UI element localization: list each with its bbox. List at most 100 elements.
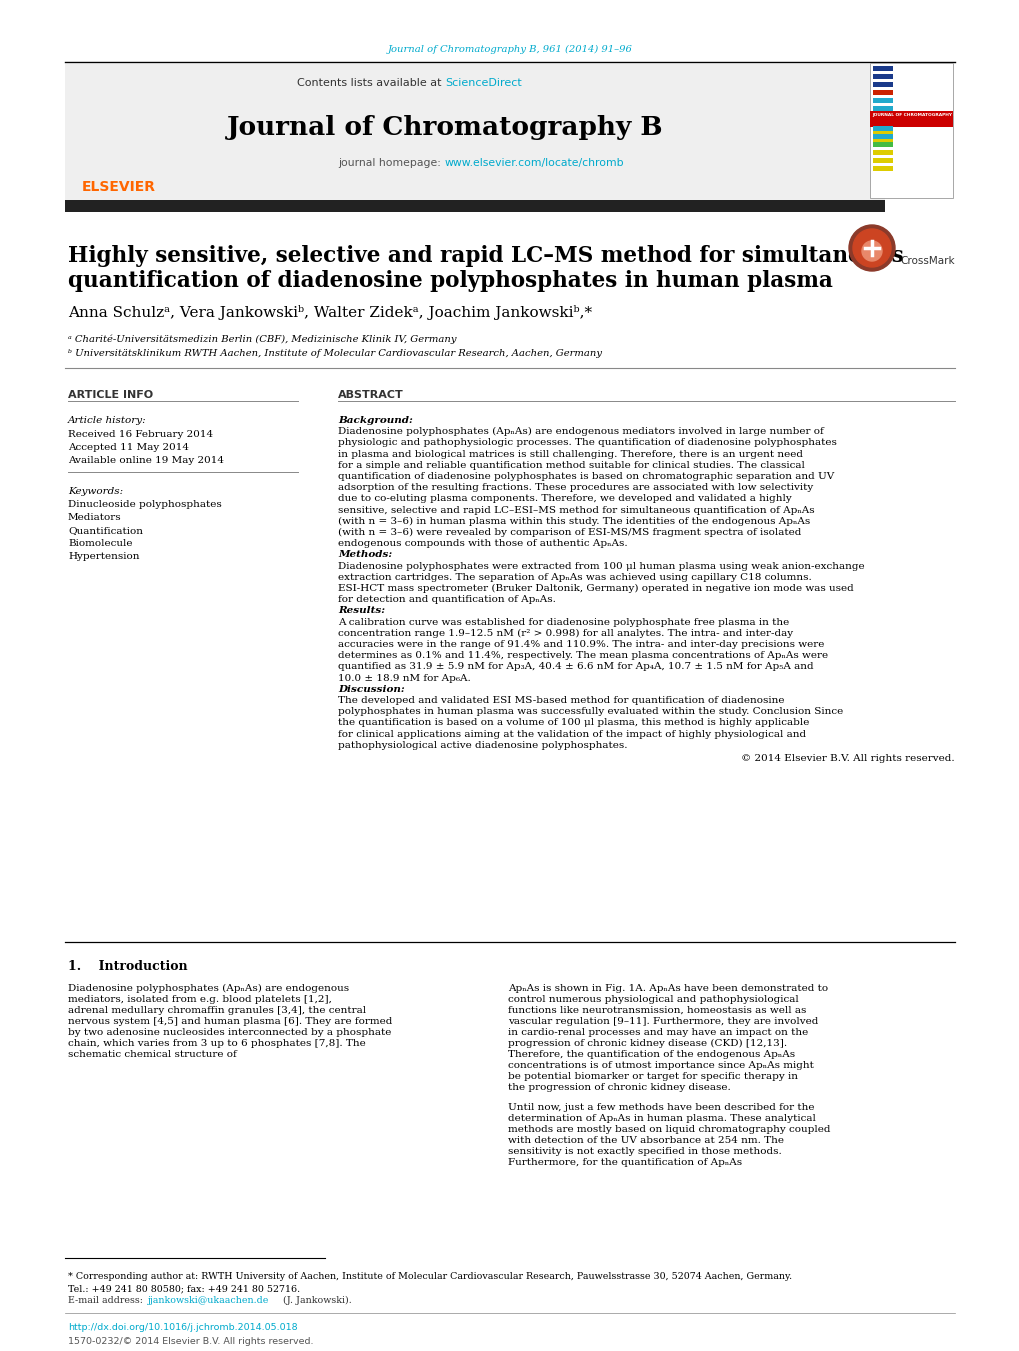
Text: sensitive, selective and rapid LC–ESI–MS method for simultaneous quantification : sensitive, selective and rapid LC–ESI–MS… [337, 505, 814, 515]
Text: ApₙAs is shown in Fig. 1A. ApₙAs have been demonstrated to: ApₙAs is shown in Fig. 1A. ApₙAs have be… [507, 984, 827, 993]
Text: Available online 19 May 2014: Available online 19 May 2014 [68, 457, 224, 465]
Text: adrenal medullary chromaffin granules [3,4], the central: adrenal medullary chromaffin granules [3… [68, 1006, 366, 1015]
Text: be potential biomarker or target for specific therapy in: be potential biomarker or target for spe… [507, 1071, 797, 1081]
Text: © 2014 Elsevier B.V. All rights reserved.: © 2014 Elsevier B.V. All rights reserved… [741, 754, 954, 763]
FancyBboxPatch shape [872, 138, 892, 143]
Text: extraction cartridges. The separation of ApₙAs was achieved using capillary C18 : extraction cartridges. The separation of… [337, 573, 811, 582]
Text: ELSEVIER: ELSEVIER [82, 180, 156, 195]
Circle shape [848, 226, 894, 272]
FancyBboxPatch shape [872, 91, 892, 95]
FancyBboxPatch shape [872, 158, 892, 163]
Text: quantification of diadenosine polyphosphates is based on chromatographic separat: quantification of diadenosine polyphosph… [337, 471, 834, 481]
Text: schematic chemical structure of: schematic chemical structure of [68, 1050, 236, 1059]
Text: Until now, just a few methods have been described for the: Until now, just a few methods have been … [507, 1102, 814, 1112]
Text: nervous system [4,5] and human plasma [6]. They are formed: nervous system [4,5] and human plasma [6… [68, 1017, 392, 1025]
Text: Methods:: Methods: [337, 550, 392, 559]
Text: JOURNAL OF CHROMATOGRAPHY B: JOURNAL OF CHROMATOGRAPHY B [871, 113, 956, 118]
Circle shape [852, 230, 891, 267]
Text: functions like neurotransmission, homeostasis as well as: functions like neurotransmission, homeos… [507, 1006, 806, 1015]
Text: in plasma and biological matrices is still challenging. Therefore, there is an u: in plasma and biological matrices is sti… [337, 450, 802, 458]
Text: ScienceDirect: ScienceDirect [444, 78, 522, 88]
Text: ᵇ Universitätsklinikum RWTH Aachen, Institute of Molecular Cardiovascular Resear: ᵇ Universitätsklinikum RWTH Aachen, Inst… [68, 349, 601, 358]
Text: concentrations is of utmost importance since ApₙAs might: concentrations is of utmost importance s… [507, 1061, 813, 1070]
Text: for detection and quantification of ApₙAs.: for detection and quantification of ApₙA… [337, 596, 555, 604]
FancyBboxPatch shape [869, 111, 952, 127]
Text: Biomolecule: Biomolecule [68, 539, 132, 549]
Text: The developed and validated ESI MS-based method for quantification of diadenosin: The developed and validated ESI MS-based… [337, 696, 784, 705]
Text: jjankowski@ukaachen.de: jjankowski@ukaachen.de [148, 1296, 269, 1305]
FancyBboxPatch shape [872, 130, 892, 135]
Circle shape [861, 240, 881, 261]
Text: Discussion:: Discussion: [337, 685, 405, 694]
Text: Therefore, the quantification of the endogenous ApₙAs: Therefore, the quantification of the end… [507, 1050, 795, 1059]
Text: vascular regulation [9–11]. Furthermore, they are involved: vascular regulation [9–11]. Furthermore,… [507, 1017, 817, 1025]
Text: E-mail address:: E-mail address: [68, 1296, 146, 1305]
Text: Article history:: Article history: [68, 416, 147, 426]
Text: A calibration curve was established for diadenosine polyphosphate free plasma in: A calibration curve was established for … [337, 617, 789, 627]
Text: Received 16 February 2014: Received 16 February 2014 [68, 430, 213, 439]
FancyBboxPatch shape [872, 82, 892, 86]
Text: 10.0 ± 18.9 nM for Ap₆A.: 10.0 ± 18.9 nM for Ap₆A. [337, 674, 471, 682]
Text: Mediators: Mediators [68, 513, 121, 521]
Text: CrossMark: CrossMark [899, 255, 954, 266]
Text: ᵃ Charité-Universitätsmedizin Berlin (CBF), Medizinische Klinik IV, Germany: ᵃ Charité-Universitätsmedizin Berlin (CB… [68, 335, 457, 345]
Text: Contents lists available at: Contents lists available at [297, 78, 444, 88]
Text: Accepted 11 May 2014: Accepted 11 May 2014 [68, 443, 189, 453]
Text: Keywords:: Keywords: [68, 486, 123, 496]
Text: for a simple and reliable quantification method suitable for clinical studies. T: for a simple and reliable quantification… [337, 461, 804, 470]
FancyBboxPatch shape [872, 113, 892, 119]
Text: Anna Schulzᵃ, Vera Jankowskiᵇ, Walter Zidekᵃ, Joachim Jankowskiᵇ,*: Anna Schulzᵃ, Vera Jankowskiᵇ, Walter Zi… [68, 305, 592, 320]
Text: Dinucleoside polyphosphates: Dinucleoside polyphosphates [68, 500, 221, 509]
Text: Results:: Results: [337, 607, 385, 616]
FancyBboxPatch shape [872, 166, 892, 172]
FancyBboxPatch shape [869, 63, 952, 199]
Text: Furthermore, for the quantification of ApₙAs: Furthermore, for the quantification of A… [507, 1158, 742, 1167]
Text: determines as 0.1% and 11.4%, respectively. The mean plasma concentrations of Ap: determines as 0.1% and 11.4%, respective… [337, 651, 827, 661]
Text: chain, which varies from 3 up to 6 phosphates [7,8]. The: chain, which varies from 3 up to 6 phosp… [68, 1039, 366, 1048]
Text: www.elsevier.com/locate/chromb: www.elsevier.com/locate/chromb [444, 158, 624, 168]
Text: Hypertension: Hypertension [68, 553, 140, 561]
FancyBboxPatch shape [65, 200, 884, 212]
Text: physiologic and pathophysiologic processes. The quantification of diadenosine po: physiologic and pathophysiologic process… [337, 439, 836, 447]
Text: * Corresponding author at: RWTH University of Aachen, Institute of Molecular Car: * Corresponding author at: RWTH Universi… [68, 1273, 792, 1281]
Text: Journal of Chromatography B: Journal of Chromatography B [226, 115, 662, 141]
FancyBboxPatch shape [872, 105, 892, 111]
Text: pathophysiological active diadenosine polyphosphates.: pathophysiological active diadenosine po… [337, 740, 627, 750]
FancyBboxPatch shape [872, 74, 892, 78]
FancyBboxPatch shape [872, 66, 892, 72]
Text: quantification of diadenosine polyphosphates in human plasma: quantification of diadenosine polyphosph… [68, 270, 833, 292]
Text: accuracies were in the range of 91.4% and 110.9%. The intra- and inter-day preci: accuracies were in the range of 91.4% an… [337, 640, 823, 648]
Text: Tel.: +49 241 80 80580; fax: +49 241 80 52716.: Tel.: +49 241 80 80580; fax: +49 241 80 … [68, 1283, 300, 1293]
FancyBboxPatch shape [872, 99, 892, 103]
Text: in cardio-renal processes and may have an impact on the: in cardio-renal processes and may have a… [507, 1028, 807, 1038]
Text: mediators, isolated from e.g. blood platelets [1,2],: mediators, isolated from e.g. blood plat… [68, 994, 331, 1004]
Text: with detection of the UV absorbance at 254 nm. The: with detection of the UV absorbance at 2… [507, 1136, 784, 1146]
Text: methods are mostly based on liquid chromatography coupled: methods are mostly based on liquid chrom… [507, 1125, 829, 1133]
Text: adsorption of the resulting fractions. These procedures are associated with low : adsorption of the resulting fractions. T… [337, 484, 812, 492]
Text: ESI-HCT mass spectrometer (Bruker Daltonik, Germany) operated in negative ion mo: ESI-HCT mass spectrometer (Bruker Dalton… [337, 584, 853, 593]
Text: control numerous physiological and pathophysiological: control numerous physiological and patho… [507, 994, 798, 1004]
Text: ABSTRACT: ABSTRACT [337, 390, 404, 400]
FancyBboxPatch shape [872, 142, 892, 147]
Text: ARTICLE INFO: ARTICLE INFO [68, 390, 153, 400]
Text: by two adenosine nucleosides interconnected by a phosphate: by two adenosine nucleosides interconnec… [68, 1028, 391, 1038]
Text: determination of ApₙAs in human plasma. These analytical: determination of ApₙAs in human plasma. … [507, 1115, 815, 1123]
FancyBboxPatch shape [872, 126, 892, 131]
Text: quantified as 31.9 ± 5.9 nM for Ap₃A, 40.4 ± 6.6 nM for Ap₄A, 10.7 ± 1.5 nM for : quantified as 31.9 ± 5.9 nM for Ap₃A, 40… [337, 662, 813, 671]
Text: endogenous compounds with those of authentic ApₙAs.: endogenous compounds with those of authe… [337, 539, 627, 549]
Text: 1.    Introduction: 1. Introduction [68, 961, 187, 973]
Text: polyphosphates in human plasma was successfully evaluated within the study. Conc: polyphosphates in human plasma was succe… [337, 707, 843, 716]
Text: http://dx.doi.org/10.1016/j.jchromb.2014.05.018: http://dx.doi.org/10.1016/j.jchromb.2014… [68, 1323, 298, 1332]
Text: Diadenosine polyphosphates (ApₙAs) are endogenous: Diadenosine polyphosphates (ApₙAs) are e… [68, 984, 348, 993]
FancyBboxPatch shape [65, 63, 884, 200]
FancyBboxPatch shape [872, 122, 892, 127]
Text: journal homepage:: journal homepage: [338, 158, 444, 168]
Text: the quantification is based on a volume of 100 μl plasma, this method is highly : the quantification is based on a volume … [337, 719, 809, 727]
Text: concentration range 1.9–12.5 nM (r² > 0.998) for all analytes. The intra- and in: concentration range 1.9–12.5 nM (r² > 0.… [337, 628, 793, 638]
Text: due to co-eluting plasma components. Therefore, we developed and validated a hig: due to co-eluting plasma components. The… [337, 494, 791, 504]
Text: the progression of chronic kidney disease.: the progression of chronic kidney diseas… [507, 1084, 730, 1092]
Text: Diadenosine polyphosphates (ApₙAs) are endogenous mediators involved in large nu: Diadenosine polyphosphates (ApₙAs) are e… [337, 427, 823, 436]
Text: (J. Jankowski).: (J. Jankowski). [280, 1296, 352, 1305]
Text: Background:: Background: [337, 416, 413, 426]
Text: Highly sensitive, selective and rapid LC–MS method for simultaneous: Highly sensitive, selective and rapid LC… [68, 245, 903, 267]
